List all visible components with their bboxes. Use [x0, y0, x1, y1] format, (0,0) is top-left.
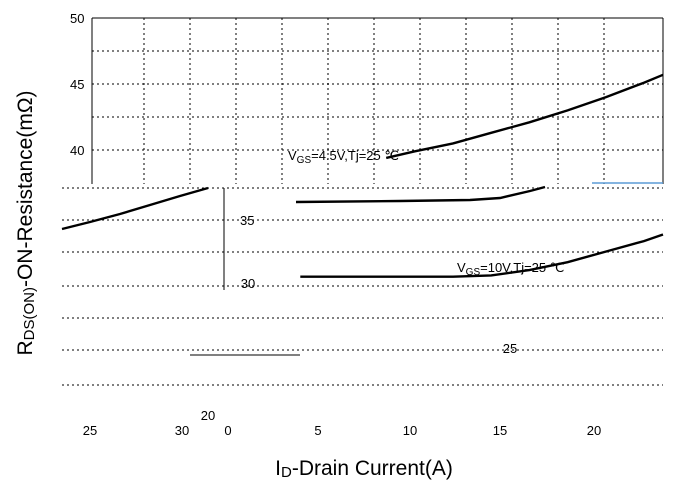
stray-label-30: 30	[241, 276, 255, 291]
series-line-0	[385, 73, 664, 160]
stray-label-25: 25	[503, 341, 517, 356]
plot-frame	[91, 17, 664, 356]
x-tick-label-left-30: 30	[175, 423, 189, 438]
x-tick-label-0: 0	[224, 423, 231, 438]
offset-curve-fragment	[61, 186, 209, 231]
x-tick-label-left-25: 25	[83, 423, 97, 438]
x-axis-title: ID-Drain Current(A)	[275, 457, 453, 481]
x-tick-label-15: 15	[493, 423, 507, 438]
y-tick-label-45: 45	[70, 77, 84, 92]
series-lines	[61, 73, 664, 278]
y-tick-label-35: 35	[240, 213, 254, 228]
series-line-1	[300, 233, 664, 278]
tick-labels: 50 45 40 35 0 5 10 15 20 25 30 20 25 30	[70, 11, 601, 438]
offset-curve-segment	[295, 185, 546, 204]
series-label-vgs-10v: VGS=10V,Tj=25 ℃	[457, 260, 564, 278]
x-tick-label-20: 20	[587, 423, 601, 438]
y-tick-label-40: 40	[70, 143, 84, 158]
x-tick-label-5: 5	[314, 423, 321, 438]
grid	[62, 18, 663, 386]
x-tick-label-10: 10	[403, 423, 417, 438]
y-tick-label-50: 50	[70, 11, 84, 26]
y-axis-title: RDS(ON)-ON-Resistance(mΩ)	[14, 90, 38, 355]
series-label-vgs-4-5v: VGS=4.5V,Tj=25 ℃	[288, 148, 399, 166]
stray-label-20: 20	[201, 408, 215, 423]
